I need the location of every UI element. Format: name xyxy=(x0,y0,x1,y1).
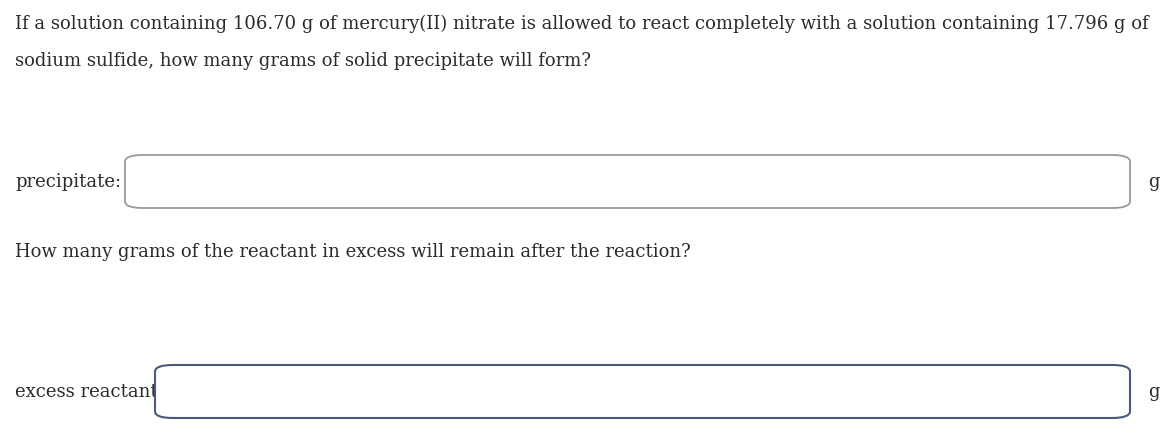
Text: g: g xyxy=(1148,383,1159,401)
FancyBboxPatch shape xyxy=(125,155,1130,208)
FancyBboxPatch shape xyxy=(155,365,1130,418)
Text: sodium sulfide, how many grams of solid precipitate will form?: sodium sulfide, how many grams of solid … xyxy=(15,52,591,70)
Text: precipitate:: precipitate: xyxy=(15,173,121,191)
Text: How many grams of the reactant in excess will remain after the reaction?: How many grams of the reactant in excess… xyxy=(15,243,691,261)
Text: excess reactant:: excess reactant: xyxy=(15,383,164,401)
Text: g: g xyxy=(1148,173,1159,191)
Text: If a solution containing 106.70 g of mercury(II) nitrate is allowed to react com: If a solution containing 106.70 g of mer… xyxy=(15,15,1149,33)
